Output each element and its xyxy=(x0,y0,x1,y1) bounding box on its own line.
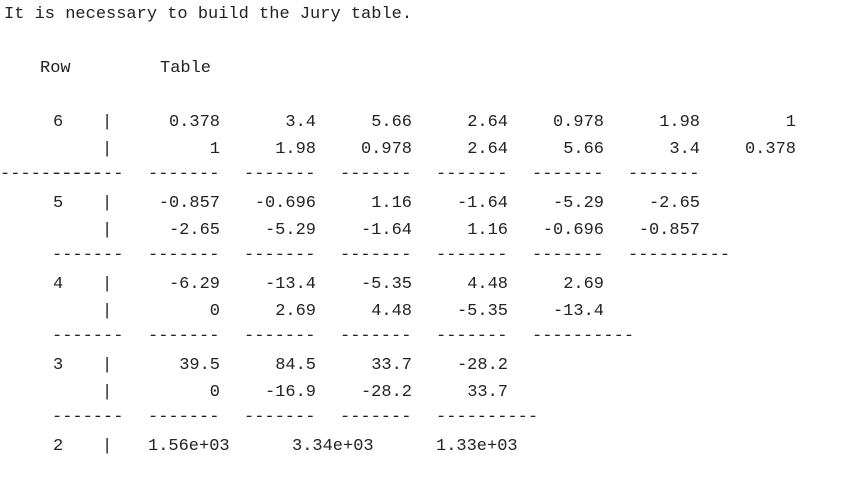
dash-separator: ------- xyxy=(244,408,316,427)
row-separator: | xyxy=(102,302,113,321)
table-cell: -5.29 xyxy=(552,194,604,213)
dash-separator: ------- xyxy=(532,246,604,265)
table-cell: 84.5 xyxy=(275,356,316,375)
table-cell: 3.4 xyxy=(669,140,700,159)
dash-separator: ------- xyxy=(436,246,508,265)
dash-separator: ---------- xyxy=(436,408,539,427)
row-number: 6 xyxy=(53,113,64,132)
table-cell: 3.34e+03 xyxy=(292,437,374,456)
table-cell: 1.56e+03 xyxy=(148,437,230,456)
table-cell: -5.35 xyxy=(456,302,508,321)
table-cell: 2.64 xyxy=(467,140,508,159)
row-separator: | xyxy=(102,113,113,132)
dash-separator: ---------- xyxy=(532,327,635,346)
table-cell: -0.857 xyxy=(638,221,700,240)
row-column-header: Row xyxy=(40,59,71,78)
table-cell: -0.857 xyxy=(158,194,220,213)
dash-separator: ------- xyxy=(148,165,220,184)
row-separator: | xyxy=(102,194,113,213)
table-cell: -28.2 xyxy=(360,383,412,402)
table-cell: -13.4 xyxy=(264,275,316,294)
row-separator: | xyxy=(102,356,113,375)
dash-separator: ------- xyxy=(244,327,316,346)
row-number: 2 xyxy=(53,437,64,456)
dash-separator: ------- xyxy=(52,408,124,427)
row-separator: | xyxy=(102,221,113,240)
table-cell: 3.4 xyxy=(285,113,316,132)
table-cell: 1 xyxy=(209,140,220,159)
table-cell: 0.978 xyxy=(552,113,604,132)
table-cell: -0.696 xyxy=(542,221,604,240)
row-separator: | xyxy=(102,383,113,402)
table-cell: 1 xyxy=(785,113,796,132)
table-cell: -13.4 xyxy=(552,302,604,321)
table-cell: 2.69 xyxy=(275,302,316,321)
table-cell: 0.378 xyxy=(168,113,220,132)
dash-separator: ------- xyxy=(340,408,412,427)
dash-separator: ------- xyxy=(148,246,220,265)
table-cell: 2.69 xyxy=(563,275,604,294)
dash-separator: ------- xyxy=(52,165,124,184)
dash-separator: ------- xyxy=(148,408,220,427)
heading-text: It is necessary to build the Jury table. xyxy=(4,5,413,24)
row-separator: | xyxy=(102,437,113,456)
table-cell: -0.696 xyxy=(254,194,316,213)
table-cell: 0 xyxy=(209,302,220,321)
row-separator: | xyxy=(102,140,113,159)
table-cell: 1.98 xyxy=(275,140,316,159)
table-cell: -2.65 xyxy=(648,194,700,213)
table-cell: 5.66 xyxy=(563,140,604,159)
table-cell: 1.33e+03 xyxy=(436,437,518,456)
dash-separator: ------- xyxy=(436,165,508,184)
dash-separator: ---------- xyxy=(628,246,731,265)
dash-separator: ------- xyxy=(148,327,220,346)
row-number: 3 xyxy=(53,356,64,375)
table-cell: -1.64 xyxy=(456,194,508,213)
dash-separator: ------- xyxy=(52,327,124,346)
row-number: 4 xyxy=(53,275,64,294)
dash-separator: ------- xyxy=(340,246,412,265)
table-cell: 5.66 xyxy=(371,113,412,132)
table-cell: 0.978 xyxy=(360,140,412,159)
table-cell: 1.98 xyxy=(659,113,700,132)
table-cell: 1.16 xyxy=(371,194,412,213)
table-cell: -16.9 xyxy=(264,383,316,402)
table-cell: -6.29 xyxy=(168,275,220,294)
table-cell: 0 xyxy=(209,383,220,402)
table-cell: -2.65 xyxy=(168,221,220,240)
table-cell: 4.48 xyxy=(371,302,412,321)
table-cell: 2.64 xyxy=(467,113,508,132)
table-cell: -5.35 xyxy=(360,275,412,294)
dash-separator: ------- xyxy=(628,165,700,184)
table-cell: 33.7 xyxy=(371,356,412,375)
dash-separator: ------- xyxy=(436,327,508,346)
table-cell: 39.5 xyxy=(179,356,220,375)
table-cell: 33.7 xyxy=(467,383,508,402)
table-cell: -5.29 xyxy=(264,221,316,240)
table-cell: 1.16 xyxy=(467,221,508,240)
dash-separator: ------- xyxy=(244,246,316,265)
table-cell: 0.378 xyxy=(744,140,796,159)
dash-separator: ------- xyxy=(244,165,316,184)
dash-separator: ------- xyxy=(340,327,412,346)
dash-separator: ------- xyxy=(340,165,412,184)
dash-separator: ------- xyxy=(532,165,604,184)
table-cell: -1.64 xyxy=(360,221,412,240)
dash-separator: ------- xyxy=(52,246,124,265)
table-cell: 4.48 xyxy=(467,275,508,294)
table-cell: -28.2 xyxy=(456,356,508,375)
table-column-header: Table xyxy=(160,59,212,78)
dash-separator: ---------- xyxy=(0,165,103,184)
row-number: 5 xyxy=(53,194,64,213)
row-separator: | xyxy=(102,275,113,294)
